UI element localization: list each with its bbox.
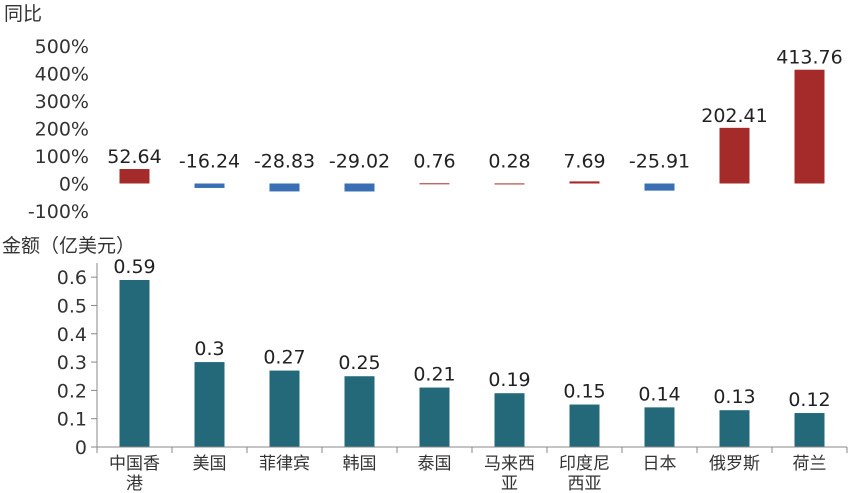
amount-y-tick-label: 0.3 <box>57 352 87 374</box>
yoy-y-axis: -100% 0% 100% 200% 300% 400% 500% <box>28 36 89 223</box>
yoy-y-tick-label: 0% <box>59 174 89 196</box>
amount-y-tick-label: 0.6 <box>57 267 87 289</box>
category-label: 俄罗斯 <box>709 454 760 474</box>
amount-bar <box>494 393 525 447</box>
yoy-data-label: 7.69 <box>563 151 605 173</box>
yoy-chart-title: 同比 <box>4 3 42 25</box>
yoy-data-label: -16.24 <box>179 151 240 173</box>
category-label: 韩国 <box>343 454 377 474</box>
amount-data-label: 0.3 <box>194 338 224 360</box>
amount-data-labels: 0.59 0.3 0.27 0.25 0.21 0.19 0.15 0.14 0.13 0.12 <box>113 256 830 411</box>
yoy-y-tick-label: 300% <box>35 91 89 113</box>
yoy-y-tick-label: 100% <box>35 146 89 168</box>
amount-chart-title: 金额（亿美元） <box>2 235 135 257</box>
yoy-bar <box>644 183 675 191</box>
category-label: 印度尼西亚 <box>559 454 610 493</box>
amount-bar <box>119 279 150 447</box>
amount-data-label: 0.27 <box>263 347 305 369</box>
amount-data-label: 0.14 <box>638 383 680 405</box>
yoy-data-label: 202.41 <box>701 105 767 127</box>
category-label: 菲律宾 <box>259 454 310 474</box>
amount-y-tick-label: 0 <box>75 437 87 459</box>
amount-y-tick-label: 0.5 <box>57 295 87 317</box>
amount-y-tick-label: 0.4 <box>57 324 87 346</box>
amount-bar <box>644 407 675 447</box>
yoy-data-label: 413.76 <box>776 47 842 69</box>
amount-bar <box>344 376 375 447</box>
amount-bar <box>719 410 750 447</box>
category-label: 荷兰 <box>793 454 827 474</box>
yoy-bar <box>269 183 300 192</box>
amount-data-label: 0.19 <box>488 369 530 391</box>
yoy-data-label: -28.83 <box>254 151 315 173</box>
amount-bar <box>794 413 825 447</box>
amount-data-label: 0.15 <box>563 381 605 403</box>
yoy-data-label: -25.91 <box>629 151 690 173</box>
amount-data-label: 0.12 <box>788 389 830 411</box>
yoy-bar <box>344 183 375 192</box>
category-label: 美国 <box>193 454 227 474</box>
yoy-bar <box>494 183 525 185</box>
yoy-y-tick-label: 400% <box>35 64 89 86</box>
amount-bar <box>419 387 450 447</box>
yoy-data-label: -29.02 <box>329 151 390 173</box>
amount-data-label: 0.59 <box>113 256 155 278</box>
amount-y-tick-label: 0.2 <box>57 380 87 402</box>
yoy-bar <box>119 169 150 184</box>
yoy-y-tick-label: 200% <box>35 119 89 141</box>
amount-bars <box>119 279 825 447</box>
category-label: 泰国 <box>418 454 452 474</box>
amount-y-tick-label: 0.1 <box>57 409 87 431</box>
amount-bar <box>269 370 300 447</box>
amount-y-axis: 0 0.1 0.2 0.3 0.4 0.5 0.6 <box>57 263 98 459</box>
yoy-bar <box>419 183 450 185</box>
yoy-bar <box>569 181 600 184</box>
yoy-data-label: 0.28 <box>488 151 530 173</box>
yoy-data-label: 52.64 <box>107 146 161 168</box>
amount-bar <box>194 362 225 447</box>
yoy-bar <box>719 127 750 184</box>
amount-data-label: 0.25 <box>338 352 380 374</box>
yoy-data-label: 0.76 <box>413 151 455 173</box>
yoy-y-tick-label: -100% <box>28 201 89 223</box>
yoy-y-tick-label: 500% <box>35 36 89 58</box>
yoy-bars <box>119 69 825 192</box>
category-label: 日本 <box>643 454 677 474</box>
amount-data-label: 0.13 <box>713 386 755 408</box>
category-label: 马来西亚 <box>484 454 535 493</box>
amount-bar <box>569 404 600 447</box>
amount-data-label: 0.21 <box>413 364 455 386</box>
yoy-bar <box>194 183 225 188</box>
yoy-bar <box>794 69 825 184</box>
category-label: 中国香港 <box>109 454 160 493</box>
yoy-data-labels: 52.64 -16.24 -28.83 -29.02 0.76 0.28 7.69 -25.9… <box>107 47 842 173</box>
